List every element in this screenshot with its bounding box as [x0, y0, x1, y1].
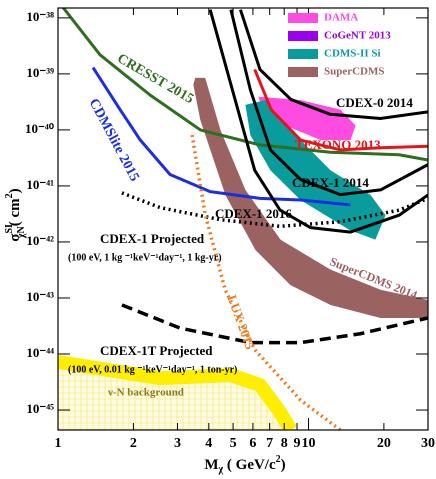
series-label: CDEX-1 2016	[215, 206, 292, 221]
y-label-sup2: 2	[4, 193, 15, 198]
region	[193, 77, 428, 318]
legend-swatch	[288, 31, 318, 41]
x-tick-label: 30	[421, 436, 435, 451]
legend-label: SuperCDMS	[324, 66, 385, 78]
series-line	[239, 9, 428, 120]
region	[258, 96, 356, 141]
legend-swatch	[288, 49, 318, 59]
series-line	[208, 9, 428, 234]
x-tick-label: 4	[205, 436, 212, 451]
y-label-sup: SI	[4, 224, 15, 234]
x-tick-label: 6	[249, 436, 256, 451]
x-label-main: M	[204, 457, 218, 473]
region	[245, 100, 386, 240]
x-label-end: )	[281, 457, 286, 473]
x-tick-label: 5	[230, 436, 237, 451]
y-tick-label: 10⁻³⁸	[26, 9, 54, 24]
series-label: ν-N background	[107, 387, 184, 399]
x-tick-label: 9	[294, 436, 301, 451]
series-line	[190, 134, 342, 430]
annotation: (100 eV, 0.01 kg ⁻¹keV⁻¹day⁻¹, 1 ton-yr)	[68, 364, 237, 375]
series-label: TEXONO 2013	[295, 137, 381, 152]
band-line	[58, 355, 297, 430]
series-line	[91, 66, 351, 207]
series-line	[61, 8, 428, 162]
x-tick-label: 2	[130, 436, 137, 451]
y-tick-label: 10⁻⁴⁵	[26, 401, 54, 416]
legend-label: DAMA	[324, 12, 358, 24]
y-tick-label: 10⁻⁴³	[26, 289, 54, 304]
x-tick-label: 3	[174, 436, 181, 451]
x-axis-label: Mχ ( GeV/c2)	[204, 454, 285, 475]
legend-label: CoGeNT 2013	[324, 30, 391, 42]
legend-swatch	[288, 67, 318, 77]
y-label-end: )	[7, 188, 23, 193]
y-tick-label: 10⁻³⁹	[26, 65, 54, 80]
legend-label: CDMS-II Si	[324, 48, 381, 60]
x-label-sub: χ	[218, 464, 224, 475]
series-line	[229, 9, 428, 197]
series-line	[253, 68, 428, 152]
x-tick-label: 10	[301, 436, 315, 451]
y-label-sub: χN	[16, 225, 27, 239]
series-label: CDEX-1T Projected	[100, 343, 213, 358]
series-label: CDEX-1 2014	[292, 175, 369, 190]
x-tick-label: 20	[377, 436, 391, 451]
series-label: CDEX-1 Projected	[100, 231, 205, 246]
x-tick-label: 1	[55, 436, 62, 451]
x-label-sup: 2	[276, 454, 281, 465]
y-label-main: σ	[7, 233, 23, 242]
y-tick-label: 10⁻⁴²	[26, 233, 54, 248]
x-tick-label: 8	[281, 436, 288, 451]
y-tick-label: 10⁻⁴¹	[26, 177, 54, 192]
series-label: CDEX-0 2014	[336, 95, 413, 110]
x-label-unit: ( GeV/c	[223, 457, 276, 473]
plot-frame	[57, 7, 429, 431]
y-label-unit: ( cm	[7, 198, 23, 226]
y-axis-label: σSIχN( cm2)	[4, 188, 27, 241]
series-line	[121, 303, 428, 345]
data-layer	[58, 8, 428, 430]
annotation: (100 eV, 1 kg ⁻¹keV⁻¹day⁻¹, 1 kg-yr)	[68, 252, 222, 263]
y-tick-label: 10⁻⁴⁰	[25, 121, 55, 136]
legend-swatch	[288, 13, 318, 23]
x-tick-label: 7	[266, 436, 273, 451]
y-tick-label: 10⁻⁴⁴	[26, 345, 54, 360]
